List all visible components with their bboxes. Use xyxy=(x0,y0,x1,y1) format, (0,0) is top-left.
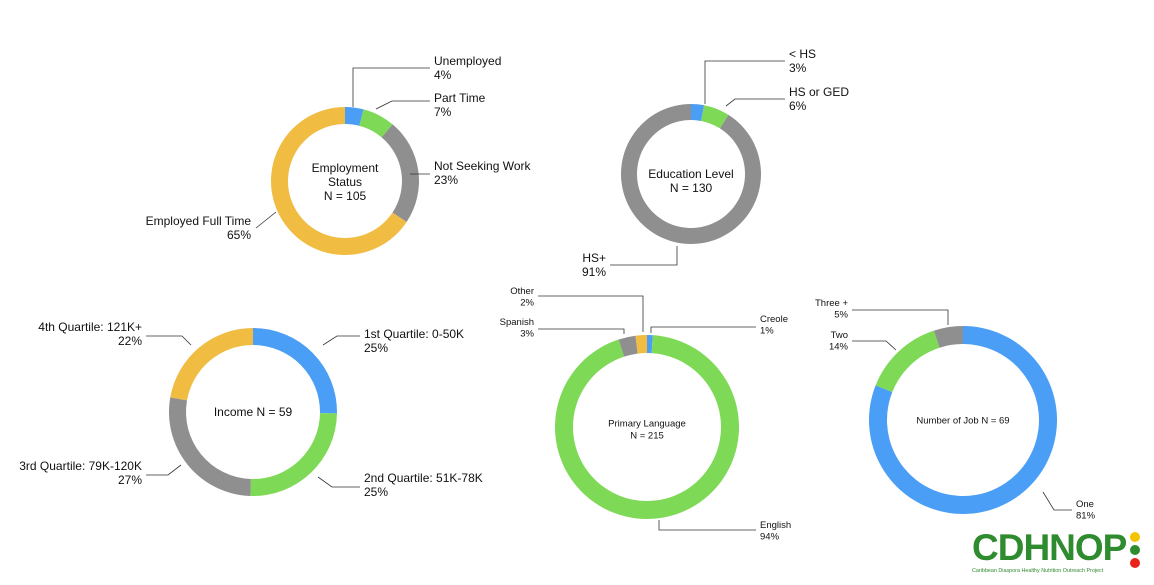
slice-unemployed xyxy=(345,107,364,126)
slice-label-4th-quartile-121k: 4th Quartile: 121K+ xyxy=(38,320,142,334)
slice-label-1st-quartile-0-50k: 1st Quartile: 0-50K xyxy=(364,327,464,341)
chart-title-line-1: Employment xyxy=(312,161,379,175)
slice-label-english: English xyxy=(760,520,791,531)
slice-value-hs: 91% xyxy=(582,265,606,279)
leader-line-other xyxy=(538,295,644,332)
slice-label-2nd-quartile-51k-78k: 2nd Quartile: 51K-78K xyxy=(364,471,483,485)
leader-line-english xyxy=(658,520,756,531)
logo-tagline: Caribbean Diaspora Healthy Nutrition Out… xyxy=(972,568,1104,574)
slice-value-not-seeking-work: 23% xyxy=(434,173,458,187)
slice-value-4th-quartile-121k: 22% xyxy=(118,334,142,348)
slice-2nd-quartile-51k-78k xyxy=(250,413,337,496)
slice-value-english: 94% xyxy=(760,532,780,543)
leader-line-creole xyxy=(650,326,756,333)
leader-line-unemployed xyxy=(352,67,430,107)
chart-title-line-2: N = 215 xyxy=(630,430,664,441)
slice-other xyxy=(635,335,647,354)
slice-value-two: 14% xyxy=(829,342,849,353)
slice-part-time xyxy=(359,109,393,138)
slice-value-employed-full-time: 65% xyxy=(227,228,251,242)
slice-label-other: Other xyxy=(510,286,534,297)
slice-value-3rd-quartile-79k-120k: 27% xyxy=(118,473,142,487)
slice-spanish xyxy=(618,335,638,357)
slice-three xyxy=(933,326,963,348)
leader-line-hs xyxy=(610,246,678,266)
slice-value-hs: 3% xyxy=(789,61,807,75)
slice-label-spanish: Spanish xyxy=(500,317,534,328)
slice-4th-quartile-121k xyxy=(170,328,253,401)
slice-value-part-time: 7% xyxy=(434,105,452,119)
logo-dot-top xyxy=(1130,532,1140,542)
leader-line-employed-full-time xyxy=(255,211,277,229)
leader-line-hs xyxy=(704,60,785,104)
leader-line-4th-quartile-121k xyxy=(146,335,192,346)
slice-creole xyxy=(647,335,653,354)
slice-value-creole: 1% xyxy=(760,326,774,337)
chart-title-line-1: Primary Language xyxy=(608,418,686,429)
cdhnop-logo: CDHNOP Caribbean Diaspora Healthy Nutrit… xyxy=(968,528,1150,580)
slice-label-hs: HS+ xyxy=(582,251,606,265)
slice-label-unemployed: Unemployed xyxy=(434,54,501,68)
slice-value-1st-quartile-0-50k: 25% xyxy=(364,341,388,355)
chart-title-line-2: N = 130 xyxy=(670,181,713,195)
slice-not-seeking-work xyxy=(381,124,420,222)
chart-title-line-2: Status xyxy=(328,175,362,189)
leader-line-spanish xyxy=(538,328,625,334)
leader-line-part-time xyxy=(375,100,430,110)
slice-value-three: 5% xyxy=(834,310,848,321)
logo-text: CDHNOP xyxy=(972,527,1127,568)
slice-3rd-quartile-79k-120k xyxy=(168,397,251,496)
slice-label-not-seeking-work: Not Seeking Work xyxy=(434,159,531,173)
chart-title-line-1: Education Level xyxy=(648,167,733,181)
slice-label-hs-or-ged: HS or GED xyxy=(789,85,849,99)
slice-1st-quartile-0-50k xyxy=(253,328,338,414)
slice-label-hs: < HS xyxy=(789,47,816,61)
leader-line-hs-or-ged xyxy=(725,98,785,107)
leader-line-three xyxy=(852,309,949,325)
slice-label-one: One xyxy=(1076,499,1094,510)
chart-title-line-1: Number of Job N = 69 xyxy=(916,415,1009,426)
slice-value-other: 2% xyxy=(520,298,534,309)
slice-label-3rd-quartile-79k-120k: 3rd Quartile: 79K-120K xyxy=(19,459,142,473)
slice-label-two: Two xyxy=(831,330,848,341)
leader-line-one xyxy=(1042,491,1072,511)
slice-label-employed-full-time: Employed Full Time xyxy=(146,214,252,228)
slice-label-three: Three + xyxy=(815,298,848,309)
logo-dot-bottom xyxy=(1130,558,1140,568)
slice-label-part-time: Part Time xyxy=(434,91,486,105)
logo-dot-middle xyxy=(1130,545,1140,555)
slice-value-hs-or-ged: 6% xyxy=(789,99,807,113)
slice-value-spanish: 3% xyxy=(520,329,534,340)
slice-two xyxy=(875,330,940,393)
slice-value-unemployed: 4% xyxy=(434,68,452,82)
slice-value-one: 81% xyxy=(1076,511,1096,522)
chart-title-line-3: N = 105 xyxy=(324,189,367,203)
leader-line-two xyxy=(852,340,897,351)
slice-hs-or-ged xyxy=(701,105,729,129)
slice-label-creole: Creole xyxy=(760,314,788,325)
leader-line-1st-quartile-0-50k xyxy=(322,335,360,346)
leader-line-2nd-quartile-51k-78k xyxy=(317,476,360,488)
chart-title-line-1: Income N = 59 xyxy=(214,405,293,419)
leader-line-3rd-quartile-79k-120k xyxy=(146,464,182,476)
slice-hs xyxy=(691,104,705,121)
slice-value-2nd-quartile-51k-78k: 25% xyxy=(364,485,388,499)
